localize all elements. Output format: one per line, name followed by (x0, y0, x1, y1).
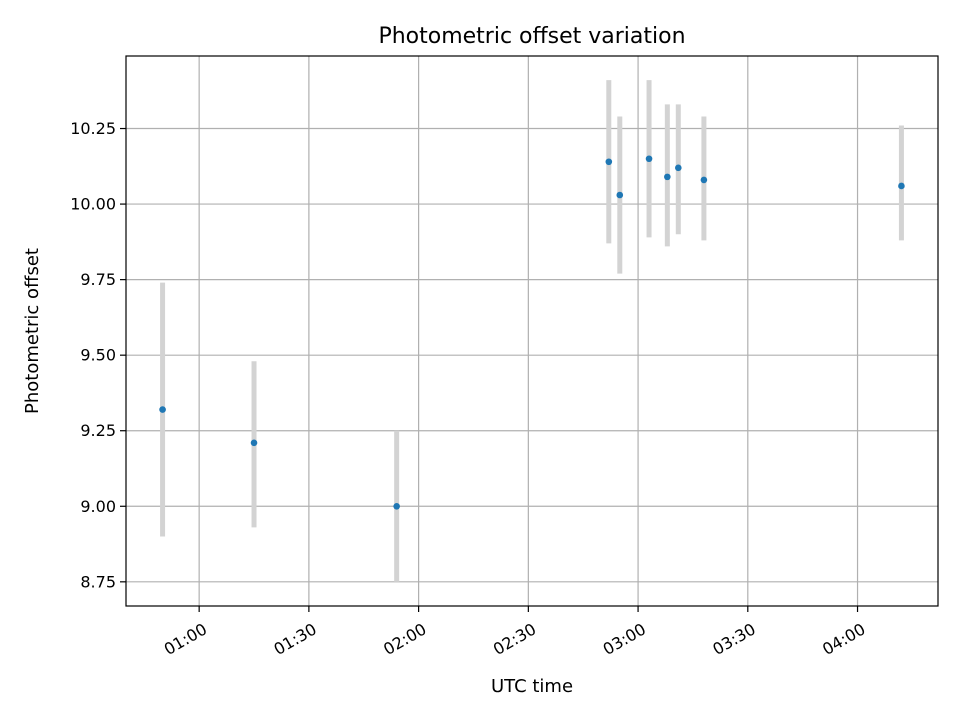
data-point (159, 406, 166, 413)
y-tick-label: 9.50 (80, 346, 116, 365)
data-point (250, 439, 258, 447)
data-point (675, 164, 682, 172)
y-tick-label: 9.25 (80, 421, 116, 440)
y-tick-label: 9.00 (80, 497, 116, 516)
x-axis-label: UTC time (491, 676, 573, 697)
y-tick-label: 10.00 (70, 195, 116, 214)
data-point (898, 182, 905, 190)
plot-frame (125, 55, 939, 607)
data-point (605, 158, 613, 166)
data-point (645, 155, 653, 163)
y-tick-label: 8.75 (80, 572, 116, 591)
grid (126, 56, 938, 606)
y-tick-label: 9.75 (80, 270, 116, 289)
chart-title: Photometric offset variation (378, 24, 685, 49)
data-point (393, 502, 400, 510)
data-point (664, 173, 671, 181)
data-point (700, 176, 708, 184)
y-axis-label: Photometric offset (22, 248, 43, 414)
y-tick-label: 10.25 (70, 119, 116, 138)
data-points (159, 155, 905, 510)
data-point (616, 191, 624, 199)
